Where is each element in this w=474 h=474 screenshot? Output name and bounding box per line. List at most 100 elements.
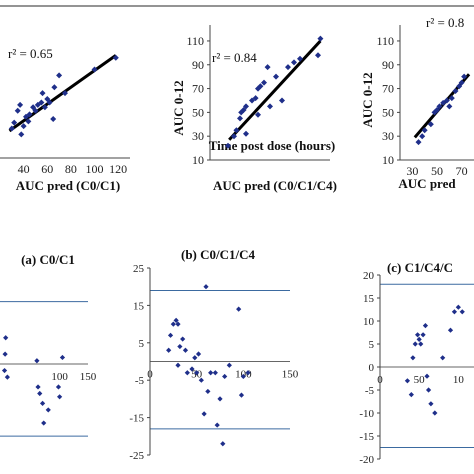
- data-point: [217, 396, 223, 402]
- data-point: [226, 362, 232, 368]
- data-point: [233, 127, 240, 134]
- data-point: [432, 410, 438, 416]
- y-tick-label: 0: [369, 362, 375, 374]
- data-point: [456, 83, 463, 90]
- r-squared-label: r² = 0.84: [212, 50, 257, 65]
- x-tick-label: 70: [456, 164, 468, 178]
- x-tick-label: 0: [377, 374, 383, 386]
- data-point: [255, 111, 261, 118]
- data-point: [173, 317, 179, 323]
- data-point: [434, 107, 440, 113]
- data-point: [20, 123, 27, 130]
- data-point: [205, 388, 211, 395]
- data-point: [8, 125, 15, 132]
- data-point: [212, 370, 218, 376]
- data-point: [55, 384, 62, 390]
- y-tick-label: -20: [359, 454, 374, 466]
- y-tick-label: 50: [382, 105, 394, 119]
- data-point: [408, 392, 414, 398]
- data-point: [252, 95, 259, 102]
- data-point: [220, 441, 226, 447]
- data-point: [243, 130, 249, 137]
- panel-title: (c) C1/C4/C: [387, 260, 453, 275]
- panel-title: (b) C0/C1/C4: [181, 247, 256, 262]
- data-point: [427, 121, 434, 128]
- data-point: [4, 374, 10, 380]
- data-point: [214, 422, 220, 428]
- y-tick-label: 25: [133, 263, 145, 275]
- data-point: [208, 370, 214, 376]
- data-point: [285, 64, 291, 71]
- data-point: [112, 54, 119, 61]
- data-point: [236, 306, 242, 312]
- data-point: [18, 131, 25, 138]
- x-tick-label: 30: [406, 164, 418, 178]
- data-point: [237, 115, 243, 122]
- data-point: [62, 90, 68, 97]
- x-axis-label: AUC pred: [398, 176, 456, 191]
- data-point: [26, 111, 33, 118]
- y-tick-label: -10: [359, 408, 374, 420]
- data-point: [182, 347, 189, 353]
- data-point: [315, 52, 321, 59]
- y-tick-label: 90: [382, 58, 394, 72]
- y-axis-label: AUC 0-12: [171, 80, 186, 135]
- data-point: [3, 335, 9, 341]
- y-tick-label: -25: [129, 450, 144, 462]
- y-tick-label: 5: [139, 338, 145, 350]
- x-axis-label: AUC pred (C0/C1/C4): [213, 178, 337, 193]
- data-point: [175, 362, 181, 368]
- y-tick-label: 70: [382, 82, 394, 96]
- y-tick-label: 15: [133, 300, 145, 312]
- y-tick-label: 20: [363, 270, 375, 282]
- data-point: [170, 321, 176, 327]
- data-point: [243, 103, 249, 110]
- data-point: [46, 99, 53, 106]
- data-point: [404, 378, 411, 384]
- data-point: [45, 407, 51, 413]
- data-point: [231, 133, 237, 140]
- data-point: [448, 95, 455, 102]
- data-point: [201, 411, 207, 417]
- y-tick-label: 50: [192, 105, 204, 119]
- data-point: [279, 97, 285, 104]
- y-tick-label: -15: [129, 413, 144, 425]
- data-point: [297, 55, 303, 62]
- data-point: [175, 321, 181, 327]
- x-tick-label: 150: [282, 369, 299, 381]
- difference-plot-1: 100 150 (a) C0/C1: [0, 252, 97, 437]
- data-point: [257, 83, 264, 90]
- data-point: [198, 377, 204, 383]
- data-point: [14, 107, 21, 114]
- data-point: [189, 366, 195, 372]
- data-point: [1, 367, 8, 374]
- x-tick-label: 80: [65, 162, 77, 176]
- data-point: [50, 116, 57, 123]
- data-point: [194, 370, 200, 376]
- data-point: [446, 103, 453, 110]
- data-point: [436, 103, 443, 110]
- y-tick-label: 5: [369, 339, 375, 351]
- data-point: [238, 392, 245, 398]
- overlay-text: Time post dose (hours): [209, 138, 336, 153]
- data-point: [425, 387, 432, 393]
- y-tick-label: -5: [135, 375, 145, 387]
- data-point: [459, 309, 465, 315]
- data-point: [34, 358, 40, 364]
- r-squared-label: r² = 0.65: [8, 46, 53, 61]
- x-tick-label: 60: [41, 162, 53, 176]
- data-point: [443, 97, 450, 104]
- data-point: [245, 370, 251, 376]
- x-tick-label: 40: [18, 162, 30, 176]
- data-point: [41, 420, 47, 426]
- data-point: [410, 355, 416, 361]
- x-tick-label: 150: [80, 371, 97, 383]
- data-point: [38, 99, 45, 106]
- y-axis-label: AUC 0-12: [360, 72, 375, 127]
- data-point: [57, 394, 63, 400]
- data-point: [222, 373, 228, 380]
- data-point: [39, 400, 46, 406]
- panel-title: (a) C0/C1: [21, 252, 75, 267]
